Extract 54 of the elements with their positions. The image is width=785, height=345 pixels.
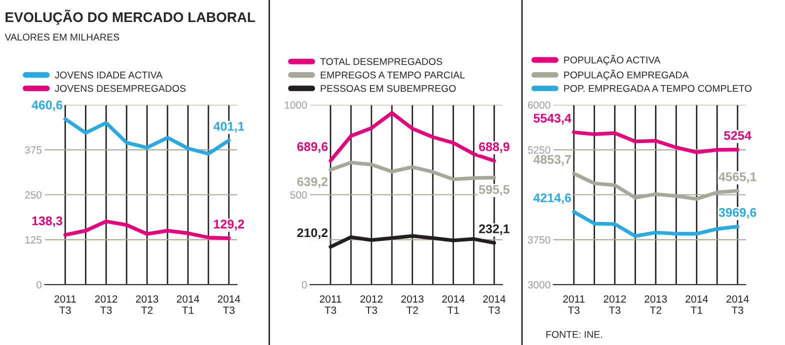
- legend-label: EMPREGOS A TEMPO PARCIAL: [320, 72, 465, 78]
- data-label: 401,1: [213, 122, 244, 133]
- data-label: 595,5: [478, 185, 510, 196]
- data-label: 232,1: [479, 224, 510, 236]
- x-tick-label: 2012 T3: [360, 295, 383, 314]
- chart-subtitle: VALORES EM MILHARES: [4, 34, 120, 41]
- legend-label: JOVENS DESEMPREGADOS: [54, 84, 186, 92]
- x-tick-label: 2014 T1: [442, 295, 465, 314]
- y-tick-label: 5250: [528, 146, 550, 154]
- data-label: 4565,1: [718, 172, 756, 184]
- data-label: 129,2: [214, 220, 244, 230]
- data-label: 210,2: [297, 228, 328, 239]
- data-label: 4214,6: [533, 193, 571, 204]
- x-tick-label: 2011 T3: [54, 295, 76, 314]
- y-tick-label: 0: [36, 281, 42, 288]
- y-tick-label: 375: [24, 146, 42, 154]
- data-label: 3969,6: [718, 208, 756, 219]
- x-tick-label: 2011 T3: [320, 295, 342, 314]
- y-tick-label: 6000: [528, 101, 550, 109]
- y-tick-label: 0: [302, 281, 307, 288]
- x-tick-label: 2013 T2: [401, 295, 424, 314]
- y-tick-label: 1000: [284, 101, 307, 109]
- y-tick-label: 250: [25, 191, 42, 199]
- legend-label: PESSOAS EM SUBEMPREGO: [320, 84, 456, 92]
- chart-title: EVOLUÇÃO DO MERCADO LABORAL: [6, 10, 256, 25]
- x-tick-label: 2011 T3: [563, 295, 585, 314]
- legend-label: POPULAÇÃO EMPREGADA: [564, 70, 689, 80]
- data-label: 689,6: [297, 142, 328, 153]
- x-tick-label: 2012 T3: [604, 295, 626, 314]
- data-label: 5543,4: [534, 114, 572, 124]
- data-label: 639,2: [297, 177, 328, 188]
- x-tick-label: 2014 T1: [686, 295, 708, 314]
- legend-label: POPULAÇÃO ACTIVA: [564, 54, 660, 66]
- x-tick-label: 2012 T3: [95, 295, 118, 314]
- data-label: 5254: [724, 131, 752, 140]
- data-label: 4853,7: [533, 155, 571, 166]
- data-label: 138,3: [32, 216, 62, 228]
- legend-label: POP. EMPREGADA A TEMPO COMPLETO: [564, 84, 752, 92]
- x-tick-label: 2014 T3: [726, 295, 749, 314]
- x-tick-label: 2014 T3: [218, 295, 240, 314]
- y-tick-label: 3750: [528, 236, 550, 244]
- x-tick-label: 2014 T1: [176, 295, 200, 314]
- legend-label: JOVENS IDADE ACTIVA: [54, 72, 163, 78]
- x-tick-label: 2013 T2: [136, 295, 158, 314]
- y-tick-label: 500: [290, 191, 307, 199]
- x-tick-label: 2014 T3: [483, 295, 506, 314]
- y-tick-label: 125: [25, 236, 42, 244]
- x-tick-label: 2013 T2: [644, 295, 667, 314]
- source-note: FONTE: INE.: [546, 331, 602, 338]
- line-series: [328, 160, 496, 182]
- data-label: 688,9: [479, 142, 510, 153]
- legend-label: TOTAL DESEMPREGADOS: [320, 58, 442, 66]
- data-label: 460,6: [32, 100, 62, 112]
- y-tick-label: 3000: [528, 281, 550, 288]
